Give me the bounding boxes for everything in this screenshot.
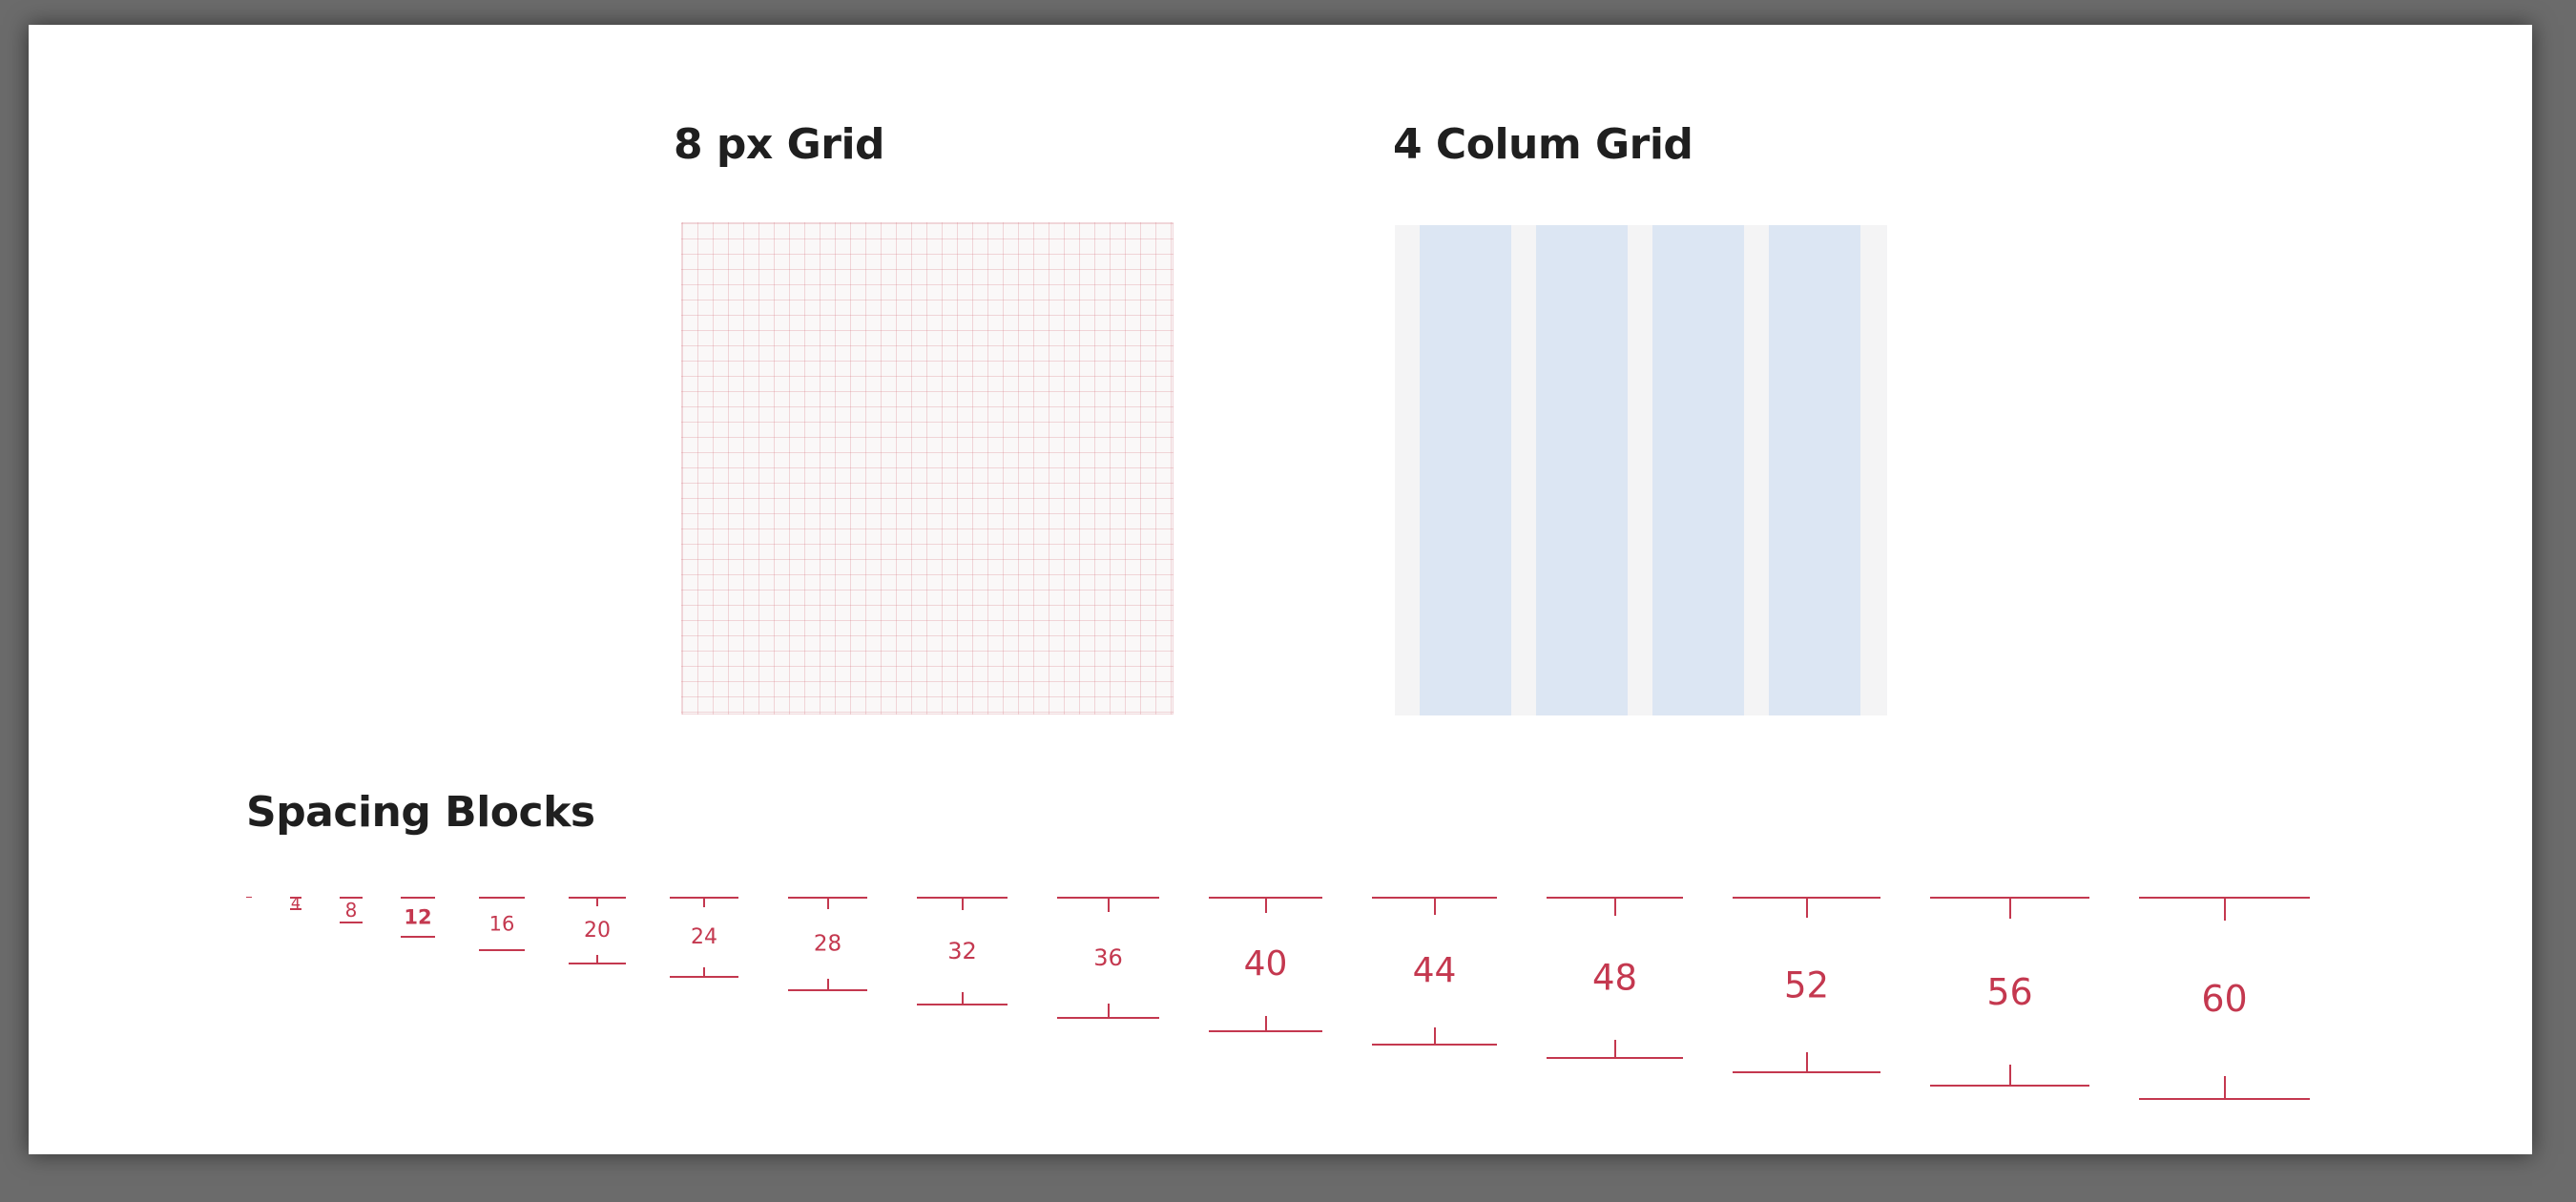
spacing-block-52: 52 — [1733, 897, 1880, 1073]
spacing-block-24: 24 — [670, 897, 738, 978]
spacing-block-36: 36 — [1057, 897, 1159, 1019]
spacing-label: 24 — [691, 924, 717, 949]
eight-px-grid — [681, 222, 1174, 715]
spacing-block-4: 4 — [290, 894, 301, 912]
spacing-tick-bottom — [1264, 1016, 1267, 1030]
spacing-label: 4 — [290, 894, 301, 912]
spacing-label: 44 — [1412, 951, 1457, 990]
spacing-block-56: 56 — [1930, 897, 2089, 1087]
spacing-block-min — [246, 897, 252, 903]
spacing-label: 20 — [584, 918, 611, 943]
spacing-tick-top — [596, 899, 598, 906]
spacing-label: 60 — [2201, 977, 2248, 1020]
spacing-tick-bottom — [1613, 1040, 1616, 1057]
spacing-tick-top — [961, 899, 964, 910]
column-grid-title: 4 Colum Grid — [1393, 120, 1693, 169]
grid-column-1 — [1420, 225, 1511, 715]
spacing-label: 16 — [488, 912, 515, 935]
spacing-label: 8 — [344, 899, 358, 922]
spacing-tick-top — [1805, 899, 1808, 918]
spacing-block-60: 60 — [2139, 897, 2310, 1100]
spacing-tick-bottom — [596, 955, 598, 963]
spacing-tick-top — [2008, 899, 2011, 919]
spacing-block-8: 8 — [340, 897, 363, 923]
spacing-tick-top — [1264, 899, 1267, 913]
spacing-blocks-title: Spacing Blocks — [246, 788, 595, 837]
spacing-blocks: 4 8 12 16 20 24 28 32 36 40 44 48 52 56 60 — [29, 25, 2532, 1154]
spacing-tick-top — [1107, 899, 1110, 912]
spacing-tick-bottom — [1805, 1052, 1808, 1071]
spacing-tick-bottom — [2008, 1065, 2011, 1085]
spacing-block-40: 40 — [1209, 897, 1322, 1032]
spacing-block-28: 28 — [788, 897, 867, 991]
spacing-block-16: 16 — [479, 897, 525, 951]
spacing-label: 48 — [1591, 957, 1638, 999]
spacing-tick-bottom — [703, 967, 705, 976]
grid-column-3 — [1652, 225, 1744, 715]
spacing-tick-top — [1433, 899, 1436, 915]
four-column-grid — [1395, 225, 1887, 715]
spacing-tick-top — [1613, 899, 1616, 916]
spacing-tick-top — [2223, 899, 2226, 921]
spacing-block-48: 48 — [1547, 897, 1683, 1059]
spacing-tick-bottom — [1433, 1027, 1436, 1044]
spacing-label: 56 — [1986, 970, 2033, 1013]
spacing-tick-bottom — [961, 992, 964, 1004]
spacing-tick-top — [826, 899, 829, 909]
spacing-label: 12 — [404, 905, 432, 928]
spacing-tick-bottom — [826, 979, 829, 989]
grid-column-2 — [1536, 225, 1628, 715]
spacing-block-12: 12 — [401, 897, 435, 938]
spacing-block-44: 44 — [1372, 897, 1497, 1046]
spacing-block-32: 32 — [917, 897, 1008, 1005]
grid-column-4 — [1769, 225, 1860, 715]
spacing-label: 28 — [813, 931, 842, 956]
grid-title: 8 px Grid — [674, 120, 885, 169]
spacing-label: 36 — [1093, 944, 1123, 971]
spacing-tick-bottom — [2223, 1076, 2226, 1098]
spacing-label: 40 — [1243, 944, 1288, 984]
spacing-label: 32 — [947, 938, 977, 964]
spacing-tick-bottom — [1107, 1004, 1110, 1017]
spacing-tick-top — [703, 899, 705, 907]
spacing-block-20: 20 — [569, 897, 626, 964]
spacing-label: 52 — [1783, 964, 1830, 1005]
